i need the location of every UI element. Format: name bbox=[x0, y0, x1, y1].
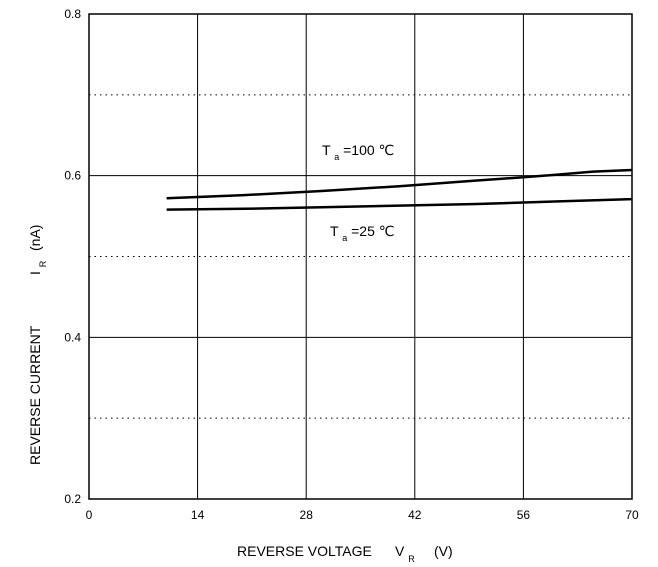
annotation-ta-25: T a =25 ℃ bbox=[330, 223, 394, 244]
y-axis-symbol-sub: R bbox=[38, 260, 48, 267]
x-axis-symbol: V bbox=[395, 543, 405, 559]
x-axis-symbol-sub: R bbox=[408, 554, 415, 564]
annotation-ta-25-symbol: T bbox=[330, 223, 339, 239]
annotation-ta-25-sub: a bbox=[342, 233, 347, 243]
series-line-ta-100 bbox=[166, 168, 633, 200]
x-tick-label: 56 bbox=[517, 508, 531, 522]
annotation-ta-100-symbol: T bbox=[322, 142, 331, 158]
x-axis-label: REVERSE VOLTAGE V R (V) bbox=[237, 543, 453, 565]
y-tick-label: 0.6 bbox=[64, 169, 81, 183]
x-tick-label: 28 bbox=[300, 508, 314, 522]
y-axis-label-text: REVERSE CURRENT bbox=[27, 325, 43, 465]
x-tick-label: 0 bbox=[86, 508, 93, 522]
x-tick-label: 70 bbox=[625, 508, 639, 522]
y-axis-unit: (nA) bbox=[27, 225, 43, 251]
annotation-ta-100-sub: a bbox=[334, 152, 339, 162]
grid-layer bbox=[89, 14, 632, 499]
y-tick-label: 0.2 bbox=[64, 492, 81, 506]
y-tick-label: 0.4 bbox=[64, 330, 81, 344]
tick-layer: 0 14 28 42 56 70 0.2 0.4 0.6 0.8 bbox=[64, 7, 639, 522]
annotation-ta-100: T a =100 ℃ bbox=[322, 142, 394, 163]
plot-frame bbox=[88, 13, 633, 500]
x-axis-unit: (V) bbox=[434, 543, 453, 559]
y-tick-label: 0.8 bbox=[64, 7, 81, 21]
annotation-ta-25-text: =25 ℃ bbox=[351, 223, 394, 239]
x-tick-label: 14 bbox=[191, 508, 205, 522]
y-axis-symbol: I bbox=[27, 271, 43, 275]
annotation-ta-100-text: =100 ℃ bbox=[343, 142, 394, 158]
y-axis-label: REVERSE CURRENT I R (nA) bbox=[27, 225, 49, 465]
x-axis-label-text: REVERSE VOLTAGE bbox=[237, 543, 372, 559]
x-tick-label: 42 bbox=[408, 508, 422, 522]
series-layer bbox=[166, 168, 633, 211]
series-line-ta-25 bbox=[166, 197, 633, 211]
